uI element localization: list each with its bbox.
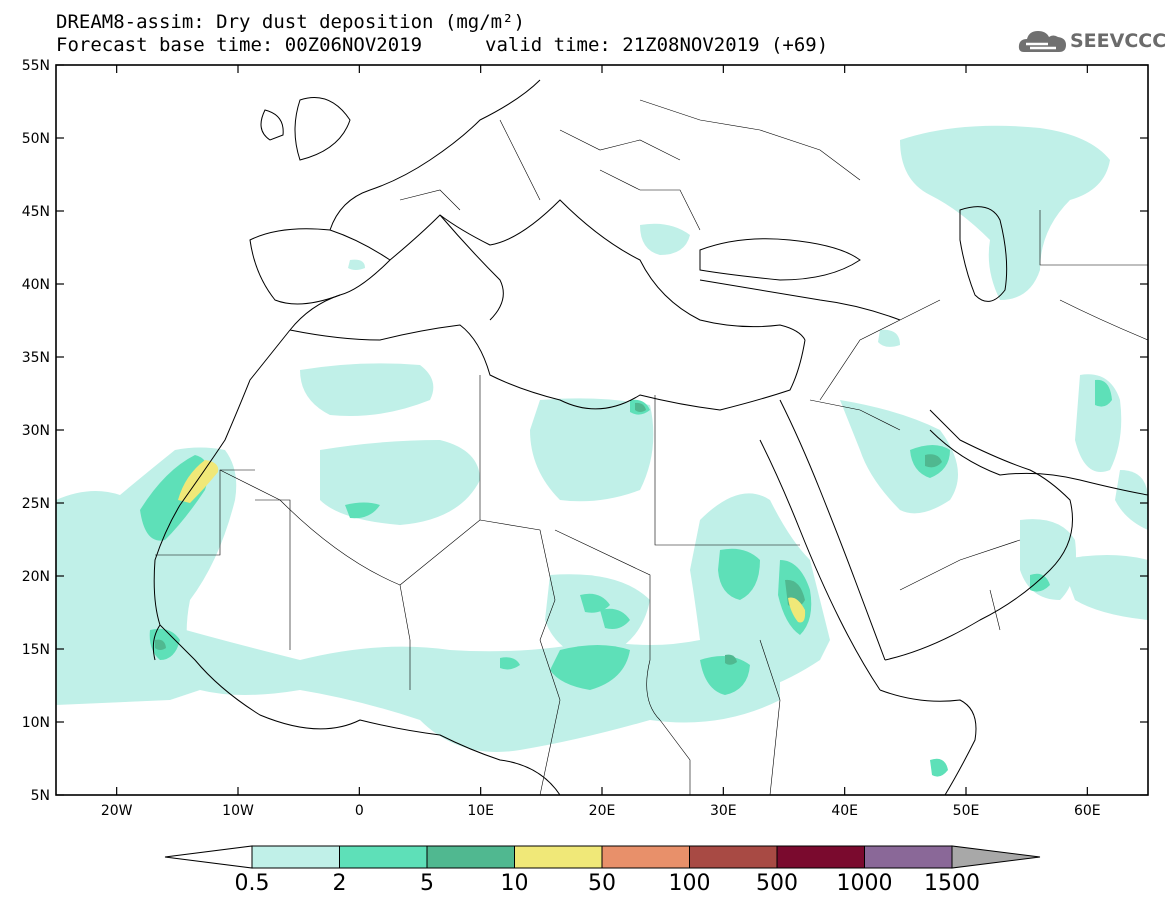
lat-tick-label: 5N xyxy=(31,788,50,804)
lon-tick-label: 30E xyxy=(710,803,737,819)
lon-tick-label: 60E xyxy=(1074,803,1101,819)
lon-tick-label: 10E xyxy=(467,803,494,819)
colorbar-label: 5 xyxy=(420,871,434,896)
colorbar-label: 100 xyxy=(669,871,711,896)
colorbar-legend: 0.5 2 5 10 50 100 500 1000 1500 xyxy=(164,845,1041,896)
cloud-logo-icon xyxy=(1018,31,1066,52)
lat-tick-label: 20N xyxy=(22,569,50,585)
colorbar-swatch xyxy=(689,845,778,869)
colorbar-label: 10 xyxy=(501,871,529,896)
logo-text: SEEVCCC xyxy=(1070,30,1165,52)
colorbar-label: 500 xyxy=(756,871,798,896)
colorbar-overflow-triangle xyxy=(951,845,1041,869)
coastline-layer xyxy=(152,79,1148,795)
colorbar-swatch xyxy=(251,845,340,869)
lon-tick-label: 50E xyxy=(953,803,980,819)
colorbar-swatch xyxy=(339,845,428,869)
map-title: DREAM8-assim: Dry dust deposition (mg/m²… xyxy=(56,11,525,33)
lat-tick-label: 30N xyxy=(22,423,50,439)
colorbar-swatch xyxy=(514,845,603,869)
colorbar-label: 1500 xyxy=(924,871,980,896)
lon-tick-label: 40E xyxy=(831,803,858,819)
lon-tick-label: 20E xyxy=(589,803,616,819)
lat-tick-label: 45N xyxy=(22,204,50,220)
seevccc-logo: SEEVCCC xyxy=(1018,26,1165,56)
colorbar-swatch xyxy=(601,845,690,869)
colorbar-label: 50 xyxy=(588,871,616,896)
longitude-axis: 20W 10W 0 10E 20E 30E 40E 50E 60E xyxy=(101,65,1101,819)
colorbar-swatch xyxy=(864,845,953,869)
colorbar-swatch xyxy=(776,845,865,869)
valid-time: valid time: 21Z08NOV2019 (+69) xyxy=(485,34,829,56)
lat-tick-label: 25N xyxy=(22,496,50,512)
dust-field-layer xyxy=(56,125,1148,777)
colorbar-label: 0.5 xyxy=(235,871,270,896)
lat-tick-label: 15N xyxy=(22,642,50,658)
colorbar-label: 2 xyxy=(333,871,347,896)
lon-tick-label: 20W xyxy=(101,803,133,819)
colorbar-underflow-triangle xyxy=(164,845,253,869)
lat-tick-label: 50N xyxy=(22,131,50,147)
lat-tick-label: 40N xyxy=(22,277,50,293)
level-2-areas xyxy=(140,379,1112,777)
border-layer xyxy=(155,99,1148,795)
lon-tick-label: 10W xyxy=(222,803,254,819)
lat-tick-label: 10N xyxy=(22,715,50,731)
latitude-axis: 55N 50N 45N 40N 35N 30N 25N 20N 15N 10N 5N xyxy=(22,58,1148,804)
colorbar-swatch xyxy=(426,845,515,869)
level-10-areas xyxy=(178,460,806,623)
colorbar-label: 1000 xyxy=(837,871,893,896)
lat-tick-label: 35N xyxy=(22,350,50,366)
forecast-base-time: Forecast base time: 00Z06NOV2019 xyxy=(56,34,423,56)
lon-tick-label: 0 xyxy=(355,803,364,819)
lat-tick-label: 55N xyxy=(22,58,50,74)
